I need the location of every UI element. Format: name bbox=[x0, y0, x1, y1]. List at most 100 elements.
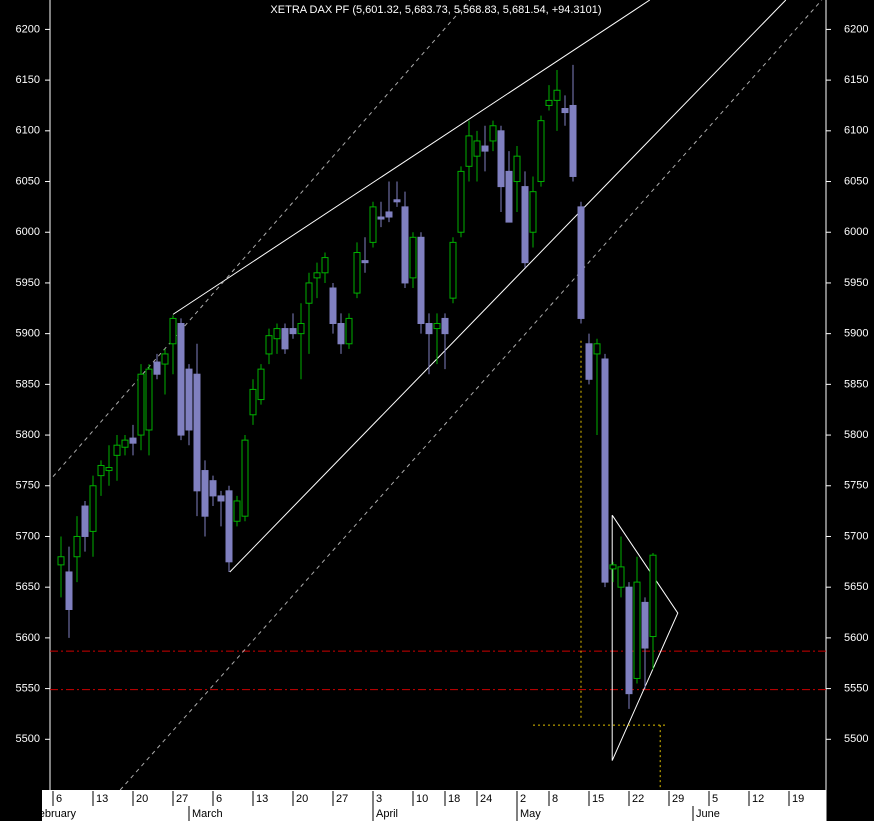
candle-body bbox=[633, 581, 641, 679]
candle-body bbox=[609, 564, 617, 570]
candle-body bbox=[545, 99, 553, 106]
candle-body bbox=[337, 323, 345, 345]
x-tick-label: 13 bbox=[256, 793, 268, 805]
candle-body bbox=[249, 388, 257, 416]
y-tick-label-left: 5800 bbox=[16, 429, 40, 441]
y-tick-label-right: 6050 bbox=[844, 175, 868, 187]
candle-body bbox=[297, 323, 305, 335]
candle-body bbox=[265, 335, 273, 355]
candle-body bbox=[201, 470, 209, 517]
candle-body bbox=[241, 439, 249, 517]
y-tick-label-left: 5650 bbox=[16, 581, 40, 593]
x-tick-label: 8 bbox=[552, 793, 558, 805]
x-tick-label: 12 bbox=[752, 793, 764, 805]
y-tick-label-right: 5500 bbox=[844, 733, 868, 745]
x-tick-label: 10 bbox=[416, 793, 428, 805]
candle-body bbox=[169, 317, 177, 345]
x-tick-label: 13 bbox=[96, 793, 108, 805]
candle-body bbox=[617, 566, 625, 588]
x-tick-label: 27 bbox=[336, 793, 348, 805]
candle-body bbox=[233, 500, 241, 522]
y-tick-label-right: 6100 bbox=[844, 125, 868, 137]
candle-body bbox=[377, 216, 385, 220]
x-tick-label: 22 bbox=[632, 793, 644, 805]
y-tick-label-right: 5600 bbox=[844, 632, 868, 644]
candle-body bbox=[529, 191, 537, 233]
candle-body bbox=[65, 571, 73, 610]
candle-body bbox=[561, 108, 569, 114]
chart-title: XETRA DAX PF (5,601.32, 5,683.73, 5,568.… bbox=[270, 4, 601, 16]
month-label: June bbox=[696, 808, 720, 820]
candle-body bbox=[105, 467, 113, 472]
candle-body bbox=[313, 272, 321, 279]
candle-body bbox=[505, 170, 513, 223]
candle-body bbox=[161, 353, 169, 365]
candle-body bbox=[489, 125, 497, 142]
y-tick-label-right: 5900 bbox=[844, 328, 868, 340]
candle-body bbox=[185, 368, 193, 431]
candle-body bbox=[585, 343, 593, 380]
x-axis: 6 13 20 27 6 13 20 27 3 10 18 24 2 8 15 22 29 5 12 19 Februa… bbox=[42, 791, 804, 821]
trend-line bbox=[172, 0, 651, 315]
y-tick-label-left: 5750 bbox=[16, 480, 40, 492]
y-tick-label-left: 6000 bbox=[16, 226, 40, 238]
x-tick-label: 29 bbox=[672, 793, 684, 805]
x-tick-label: 20 bbox=[296, 793, 308, 805]
y-tick-label-left: 5700 bbox=[16, 530, 40, 542]
candle-body bbox=[457, 170, 465, 233]
candle-body bbox=[281, 328, 289, 350]
y-tick-label-right: 6000 bbox=[844, 226, 868, 238]
candle-body bbox=[209, 480, 217, 497]
y-tick-label-right: 5800 bbox=[844, 429, 868, 441]
candle-body bbox=[481, 145, 489, 152]
candle-body bbox=[425, 323, 433, 335]
y-tick-label-left: 6050 bbox=[16, 175, 40, 187]
candle-body bbox=[97, 464, 105, 477]
candle-body bbox=[537, 120, 545, 183]
candle-body bbox=[273, 328, 281, 340]
y-tick-label-right: 5750 bbox=[844, 480, 868, 492]
y-tick-label-left: 5550 bbox=[16, 682, 40, 694]
candle-body bbox=[625, 586, 633, 695]
candle-body bbox=[449, 241, 457, 299]
candle-body bbox=[225, 490, 233, 563]
x-tick-label: 3 bbox=[376, 793, 382, 805]
candle-body bbox=[145, 368, 153, 431]
candle-body bbox=[81, 505, 89, 537]
y-tick-label-left: 5600 bbox=[16, 632, 40, 644]
month-label: May bbox=[520, 808, 541, 820]
candle-body bbox=[329, 287, 337, 325]
candle-body bbox=[345, 317, 353, 345]
candle-body bbox=[553, 89, 561, 101]
candle-body bbox=[465, 135, 473, 167]
y-tick-label-left: 6150 bbox=[16, 74, 40, 86]
candle-body bbox=[649, 554, 657, 638]
candle-body bbox=[577, 206, 585, 319]
trend-line bbox=[52, 0, 471, 477]
candle-body bbox=[257, 368, 265, 401]
month-label: April bbox=[376, 808, 398, 820]
candle-body bbox=[369, 206, 377, 243]
y-tick-label-left: 5500 bbox=[16, 733, 40, 745]
candle-body bbox=[321, 257, 329, 274]
x-tick-label: 6 bbox=[56, 793, 62, 805]
candle-body bbox=[401, 206, 409, 284]
candle-body bbox=[641, 601, 649, 649]
candle-body bbox=[593, 343, 601, 355]
candle-body bbox=[409, 236, 417, 279]
candle-body bbox=[473, 140, 481, 157]
candle-body bbox=[521, 186, 529, 264]
y-tick-label-left: 6200 bbox=[16, 23, 40, 35]
candle-body bbox=[193, 373, 201, 492]
month-label: March bbox=[192, 808, 223, 820]
x-tick-label: 18 bbox=[448, 793, 460, 805]
candle-body bbox=[89, 485, 97, 532]
candle-body bbox=[601, 358, 609, 583]
y-tick-label-left: 6100 bbox=[16, 125, 40, 137]
y-tick-label-right: 6150 bbox=[844, 74, 868, 86]
y-tick-label-left: 5950 bbox=[16, 277, 40, 289]
candle-body bbox=[353, 252, 361, 294]
candle-body bbox=[497, 130, 505, 188]
y-tick-label-right: 5700 bbox=[844, 530, 868, 542]
